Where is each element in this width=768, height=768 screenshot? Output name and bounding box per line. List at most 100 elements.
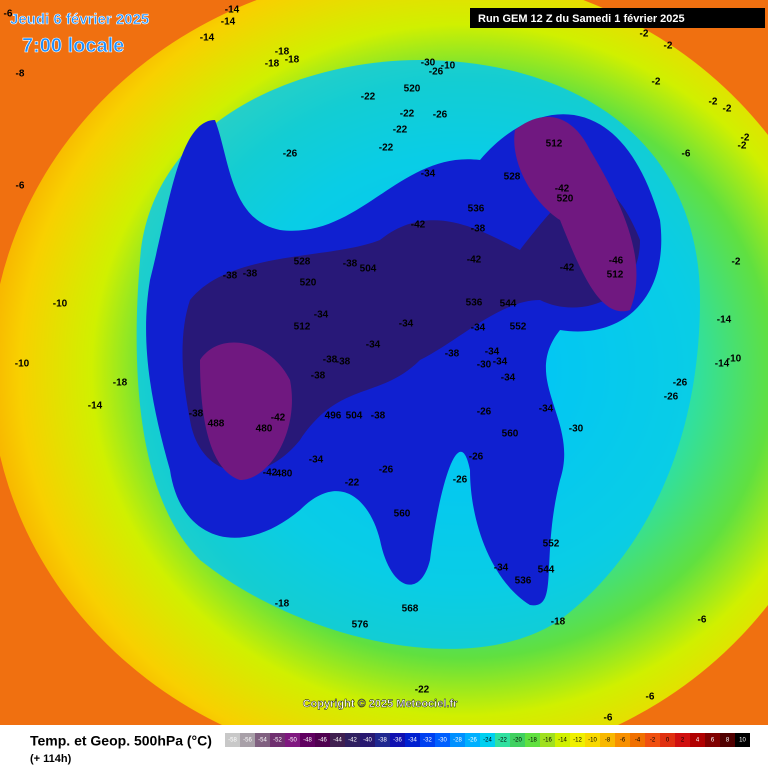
contour-label: -6 (16, 181, 25, 192)
legend-swatch (270, 733, 285, 747)
contour-label: -30 (477, 360, 492, 371)
contour-label: 504 (360, 264, 377, 275)
contour-label: -14 (88, 401, 103, 412)
contour-label: -18 (551, 617, 566, 628)
contour-label: -18 (113, 378, 128, 389)
extreme-cold-core (200, 116, 637, 480)
contour-label: -46 (609, 256, 624, 267)
contour-label: -26 (429, 67, 444, 78)
contour-label: 512 (607, 270, 624, 281)
contour-label: -38 (336, 357, 351, 368)
legend-label: -46 (318, 738, 327, 744)
legend-label: -8 (605, 738, 611, 744)
legend-label: 4 (696, 738, 700, 744)
contour-label: -6 (698, 615, 707, 626)
contour-label: -42 (555, 184, 570, 195)
contour-label: -34 (366, 340, 381, 351)
contour-label: 480 (256, 424, 273, 435)
contour-label: -2 (723, 104, 732, 115)
contour-label: -42 (560, 263, 575, 274)
contour-label: 528 (294, 257, 311, 268)
legend-swatch (420, 733, 435, 747)
legend-label: -40 (363, 738, 372, 744)
contour-label: -34 (485, 347, 500, 358)
contour-label: -2 (640, 29, 649, 40)
contour-label: -38 (311, 371, 326, 382)
legend-label: 10 (739, 738, 746, 744)
contour-label: -10 (441, 61, 456, 72)
legend-swatch (360, 733, 375, 747)
contour-label: 512 (294, 322, 311, 333)
forecast-time: 7:00 locale (22, 35, 124, 57)
legend-label: -58 (228, 738, 237, 744)
contour-label: -34 (501, 373, 516, 384)
contour-label: -22 (400, 109, 415, 120)
contour-label: -14 (200, 33, 215, 44)
legend-swatch (735, 733, 750, 747)
contour-label: -22 (415, 685, 430, 696)
legend-swatch (225, 733, 240, 747)
legend-label: -28 (453, 738, 462, 744)
contour-label: -2 (741, 133, 750, 144)
contour-label: 520 (557, 194, 574, 205)
contour-label: 568 (402, 604, 419, 615)
contour-label: -38 (471, 224, 486, 235)
legend-label: -48 (303, 738, 312, 744)
legend-swatch (585, 733, 600, 747)
contour-label: -22 (379, 143, 394, 154)
contour-label: 544 (500, 299, 517, 310)
color-legend: -58 -56 -54 -52 -50 -48 -46 -44 -42 -40 -38 -36 -34-… (225, 733, 750, 747)
contour-label: 552 (543, 539, 560, 550)
contour-label: -30 (569, 424, 584, 435)
contour-label: -14 (221, 17, 236, 28)
contour-label: -38 (445, 349, 460, 360)
contour-label: -42 (271, 413, 286, 424)
copyright: Copyright © 2025 Meteociel.fr (303, 698, 459, 710)
contour-label: 528 (504, 172, 521, 183)
contour-label: -42 (411, 220, 426, 231)
legend-label: -56 (243, 738, 252, 744)
contour-label: 544 (538, 565, 555, 576)
contour-label: -2 (738, 141, 747, 152)
contour-label: -34 (493, 357, 508, 368)
contour-label: 520 (404, 84, 421, 95)
legend-swatch (300, 733, 315, 747)
legend-swatch (435, 733, 450, 747)
forecast-date: Jeudi 6 février 2025 (10, 11, 149, 28)
legend-label: -50 (288, 738, 297, 744)
contour-label: 520 (300, 278, 317, 289)
contour-label: 576 (352, 620, 369, 631)
legend-label: -34 (408, 738, 417, 744)
contour-label: -38 (243, 269, 258, 280)
legend-swatch (690, 733, 705, 747)
legend-swatch (630, 733, 645, 747)
contour-label: -26 (477, 407, 492, 418)
contour-label: -38 (223, 271, 238, 282)
legend-label: -6 (620, 738, 626, 744)
contour-label: -30 (421, 58, 436, 69)
legend-swatch (495, 733, 510, 747)
legend-label: -12 (573, 738, 582, 744)
contour-label: -26 (469, 452, 484, 463)
contour-label: 560 (394, 509, 411, 520)
contour-label: -26 (379, 465, 394, 476)
contour-label: -38 (189, 409, 204, 420)
legend-swatch (480, 733, 495, 747)
contour-label: -2 (732, 257, 741, 268)
legend-swatch (510, 733, 525, 747)
legend-label: -14 (558, 738, 567, 744)
contour-label: -18 (275, 47, 290, 58)
contour-label: 536 (515, 576, 532, 587)
legend-label: -36 (393, 738, 402, 744)
legend-label: -22 (498, 738, 507, 744)
legend-swatch (645, 733, 660, 747)
contour-label: -26 (433, 110, 448, 121)
legend-label: -38 (378, 738, 387, 744)
legend-label: -54 (258, 738, 267, 744)
legend-label: 2 (681, 738, 685, 744)
legend-label: -30 (438, 738, 447, 744)
contour-label: -2 (709, 97, 718, 108)
legend-label: -52 (273, 738, 282, 744)
contour-label: -34 (309, 455, 324, 466)
